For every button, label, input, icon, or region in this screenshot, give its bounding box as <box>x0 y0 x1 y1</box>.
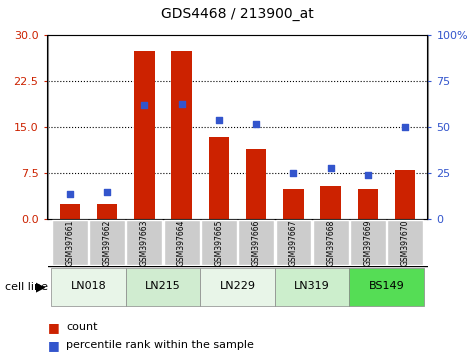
Point <box>66 191 74 196</box>
Text: GDS4468 / 213900_at: GDS4468 / 213900_at <box>161 7 314 21</box>
FancyBboxPatch shape <box>126 221 162 264</box>
Point <box>327 165 334 171</box>
Bar <box>209 137 229 219</box>
Point <box>178 101 185 106</box>
Bar <box>134 51 154 219</box>
Text: GSM397664: GSM397664 <box>177 219 186 266</box>
Point <box>364 172 372 178</box>
Text: GSM397669: GSM397669 <box>363 219 372 266</box>
Text: ■: ■ <box>48 339 59 352</box>
Text: LN229: LN229 <box>219 281 256 291</box>
FancyBboxPatch shape <box>164 221 200 264</box>
Text: GSM397662: GSM397662 <box>103 219 112 266</box>
FancyBboxPatch shape <box>126 268 200 306</box>
FancyBboxPatch shape <box>350 221 386 264</box>
Text: GSM397663: GSM397663 <box>140 219 149 266</box>
Text: GSM397667: GSM397667 <box>289 219 298 266</box>
FancyBboxPatch shape <box>200 268 275 306</box>
FancyBboxPatch shape <box>276 221 311 264</box>
Text: count: count <box>66 322 98 332</box>
Point <box>215 117 223 123</box>
Bar <box>246 149 266 219</box>
Text: GSM397668: GSM397668 <box>326 219 335 266</box>
FancyBboxPatch shape <box>201 221 237 264</box>
Bar <box>171 51 192 219</box>
FancyBboxPatch shape <box>52 221 88 264</box>
Point <box>252 121 260 127</box>
Text: percentile rank within the sample: percentile rank within the sample <box>66 340 255 350</box>
Point <box>401 125 409 130</box>
Bar <box>59 204 80 219</box>
Text: BS149: BS149 <box>369 281 404 291</box>
Bar <box>283 189 304 219</box>
FancyBboxPatch shape <box>387 221 423 264</box>
Text: LN215: LN215 <box>145 281 181 291</box>
Text: GSM397665: GSM397665 <box>214 219 223 266</box>
FancyBboxPatch shape <box>349 268 424 306</box>
Bar <box>321 186 341 219</box>
FancyBboxPatch shape <box>238 221 274 264</box>
Text: ■: ■ <box>48 321 59 334</box>
FancyBboxPatch shape <box>51 268 126 306</box>
Text: LN319: LN319 <box>294 281 330 291</box>
Text: cell line: cell line <box>5 282 48 292</box>
Text: GSM397661: GSM397661 <box>66 219 75 266</box>
Bar <box>395 170 416 219</box>
Point <box>290 171 297 176</box>
FancyBboxPatch shape <box>313 221 349 264</box>
Text: GSM397666: GSM397666 <box>252 219 261 266</box>
Text: ▶: ▶ <box>36 280 45 293</box>
FancyBboxPatch shape <box>89 221 125 264</box>
Text: LN018: LN018 <box>71 281 106 291</box>
Point <box>103 189 111 195</box>
Point <box>141 103 148 108</box>
FancyBboxPatch shape <box>275 268 349 306</box>
Bar <box>97 204 117 219</box>
Bar <box>358 189 378 219</box>
Text: GSM397670: GSM397670 <box>400 219 409 266</box>
